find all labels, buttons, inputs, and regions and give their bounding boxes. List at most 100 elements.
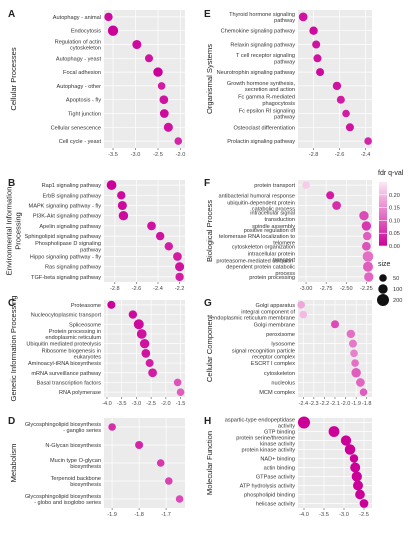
data-point	[107, 300, 116, 309]
panel-letter: C	[8, 298, 15, 309]
term-label: Ribosome biogenesis in eukaryotes	[42, 348, 102, 360]
size-legend-dot	[378, 284, 388, 294]
color-tick-label: 0.00	[389, 244, 400, 250]
x-tick-label: -2.0	[161, 401, 171, 407]
data-point	[355, 378, 365, 387]
svg-text:Molecular Function: Molecular Function	[205, 431, 214, 495]
term-label: NAD+ binding	[260, 457, 295, 463]
data-point	[328, 426, 340, 437]
data-point	[362, 261, 373, 272]
category-label: Molecular Function	[205, 431, 214, 495]
x-tick-label: -1.7	[161, 512, 171, 518]
svg-text:Cellular Processes: Cellular Processes	[9, 47, 18, 111]
term-label: ESCRT I complex	[251, 361, 295, 367]
color-tick-label: 0.20	[389, 193, 400, 199]
data-point	[302, 181, 310, 189]
data-point	[351, 359, 359, 367]
data-point	[104, 12, 113, 22]
x-tick-label: -1.5	[176, 401, 186, 407]
data-point	[332, 81, 342, 91]
x-tick-label: -2.5	[153, 152, 163, 158]
term-label: integral component of endoplasmic reticul…	[211, 309, 295, 321]
data-point	[332, 201, 341, 210]
data-point	[350, 349, 358, 358]
data-point	[165, 477, 173, 485]
x-tick-label: -2.3	[309, 401, 319, 407]
category-label: Environmental InformationProcessing	[5, 187, 23, 276]
term-label: nucleolus	[271, 380, 295, 386]
term-label: Osteoclast differentiation	[234, 125, 295, 131]
x-tick-label: -2.2	[320, 401, 330, 407]
term-label: ATP hydrolysis activity	[240, 484, 296, 490]
category-label: Biological Process	[205, 200, 214, 262]
data-point	[106, 180, 117, 190]
legend: fdr q-val 0.20 0.15 0.10 0.05 0.00 size 50 100 20…	[377, 170, 404, 306]
panel-g: G Cellular Component Golgi apparatusintegr…	[204, 298, 372, 407]
x-tick-label: -2.75	[320, 286, 333, 292]
data-point	[364, 272, 374, 282]
x-tick-label: -2.4	[298, 401, 308, 407]
term-label: actin binding	[264, 466, 295, 472]
plot-area	[104, 300, 185, 397]
data-point	[155, 231, 165, 241]
data-point	[351, 368, 361, 378]
term-label: N-Glycan biosynthesis	[45, 443, 101, 449]
term-label: Tight junction	[68, 112, 101, 118]
term-label: TGF-beta signaling pathway	[31, 275, 101, 281]
category-label: Genetic Information Processing	[9, 296, 18, 402]
data-point	[316, 68, 325, 77]
data-point	[351, 471, 362, 482]
category-label: Metabolism	[9, 444, 18, 483]
term-label: Aminoacyl-tRNA biosynthesis	[28, 361, 101, 367]
data-point	[163, 122, 173, 132]
term-label: Terpenoid backbone biosynthesis	[51, 476, 102, 488]
data-point	[342, 109, 350, 118]
term-label: MCM complex	[259, 390, 295, 396]
x-tick-label: -2.5	[146, 401, 156, 407]
data-point	[359, 388, 368, 396]
term-label: Endocytosis	[71, 29, 101, 35]
size-legend-dot	[377, 294, 389, 306]
data-point	[355, 489, 365, 500]
term-label: protein transport	[254, 183, 295, 189]
data-point	[299, 310, 308, 319]
term-label: GTP binding	[264, 430, 295, 436]
x-tick-label: -2.4	[361, 152, 371, 158]
data-point	[164, 242, 173, 251]
data-point	[359, 210, 369, 221]
term-label: ubiquitin-dependent protein catabolic pro…	[227, 200, 295, 212]
term-label: antibacterial humoral response	[219, 193, 296, 199]
data-point	[107, 25, 119, 36]
data-point	[326, 191, 335, 200]
data-point	[141, 348, 151, 358]
data-point	[175, 262, 185, 272]
data-point	[346, 329, 356, 339]
data-point	[153, 67, 163, 77]
term-label: Fc epsilon RI signaling pathway	[239, 108, 295, 120]
x-tick-label: -2.1	[330, 401, 340, 407]
svg-text:Organismal Systems: Organismal Systems	[205, 44, 214, 114]
term-label: aspartic-type endopeptidase activity	[225, 417, 295, 429]
size-legend-label: 100	[393, 287, 402, 293]
term-label: GTPase activity	[256, 475, 295, 481]
term-label: Rap1 signaling pathway	[42, 183, 102, 189]
data-point	[145, 359, 154, 368]
x-tick-label: -3.0	[131, 152, 141, 158]
color-legend-title: fdr q-val	[378, 170, 404, 177]
svg-text:Biological Process: Biological Process	[205, 200, 214, 262]
data-point	[352, 480, 364, 491]
term-label: Prolactin signaling pathway	[227, 139, 295, 145]
plot-area	[298, 180, 372, 282]
color-tick-label: 0.10	[389, 218, 400, 224]
data-point	[136, 329, 147, 339]
data-point	[147, 221, 156, 231]
term-label: protein processing	[249, 275, 295, 281]
term-label: Glycosphingolipid biosynthesis - ganglio …	[25, 422, 101, 434]
term-label: lysosome	[271, 342, 295, 348]
panel-e: E Organismal Systems Thyroid hormone signa…	[204, 9, 372, 158]
term-label: Phospholipase D signaling pathway	[35, 241, 101, 253]
data-point	[361, 241, 371, 251]
size-legend-label: 200	[393, 298, 402, 304]
term-label: RNA polymerase	[59, 390, 101, 396]
panel-letter: A	[8, 9, 15, 20]
